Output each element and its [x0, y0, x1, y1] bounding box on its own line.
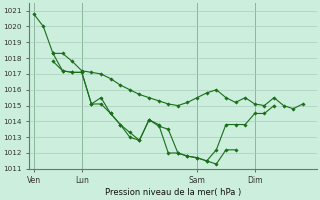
X-axis label: Pression niveau de la mer( hPa ): Pression niveau de la mer( hPa )	[105, 188, 241, 197]
